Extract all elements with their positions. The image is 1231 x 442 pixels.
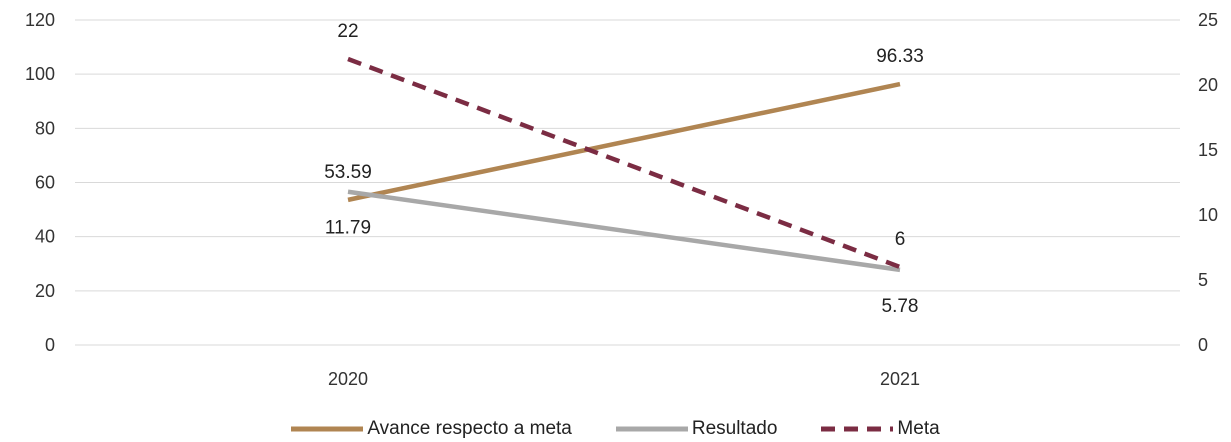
series-lines bbox=[347, 56, 901, 273]
line-chart: 0 20 40 60 80 100 120 0 5 10 15 20 25 2020 2021 53.5… bbox=[25, 10, 1218, 389]
legend-label: Meta bbox=[897, 418, 940, 439]
left-tick-label: 100 bbox=[25, 64, 55, 84]
series-line-avance-respecto-a-meta bbox=[347, 81, 901, 203]
legend-swatch bbox=[821, 426, 894, 432]
right-tick-label: 20 bbox=[1198, 75, 1218, 95]
series-line-resultado bbox=[347, 189, 901, 273]
right-tick-label: 10 bbox=[1198, 205, 1218, 225]
right-tick-label: 15 bbox=[1198, 140, 1218, 160]
x-axis-ticks: 2020 2021 bbox=[328, 369, 920, 389]
legend-item: Resultado bbox=[615, 418, 778, 440]
left-tick-label: 60 bbox=[35, 173, 55, 193]
legend-swatch bbox=[291, 426, 364, 432]
right-tick-label: 0 bbox=[1198, 335, 1208, 355]
data-label: 11.79 bbox=[325, 218, 371, 239]
right-axis-ticks: 0 5 10 15 20 25 bbox=[1198, 10, 1218, 355]
data-label: 96.33 bbox=[876, 46, 924, 67]
left-tick-label: 80 bbox=[35, 118, 55, 138]
legend: Avance respecto a meta Resultado Meta bbox=[0, 416, 1231, 442]
left-tick-label: 40 bbox=[35, 227, 55, 247]
left-tick-label: 120 bbox=[25, 10, 55, 30]
data-label: 5.78 bbox=[882, 296, 919, 317]
right-tick-label: 5 bbox=[1198, 270, 1208, 290]
data-label: 53.59 bbox=[324, 162, 372, 183]
gridlines bbox=[75, 19, 1180, 346]
legend-label: Resultado bbox=[691, 418, 778, 439]
left-tick-label: 0 bbox=[45, 335, 55, 355]
legend-label: Avance respecto a meta bbox=[367, 418, 572, 439]
x-tick-label: 2020 bbox=[328, 369, 368, 389]
right-tick-label: 25 bbox=[1198, 10, 1218, 30]
data-label: 6 bbox=[895, 229, 906, 250]
left-tick-label: 20 bbox=[35, 281, 55, 301]
x-tick-label: 2021 bbox=[880, 369, 920, 389]
legend-item: Avance respecto a meta bbox=[291, 418, 572, 440]
legend-item: Meta bbox=[821, 418, 940, 440]
data-label: 22 bbox=[337, 21, 358, 42]
data-labels: 53.59 96.33 11.79 5.78 22 6 bbox=[324, 21, 924, 317]
left-axis-ticks: 0 20 40 60 80 100 120 bbox=[25, 10, 55, 355]
series-line-meta bbox=[347, 56, 901, 270]
legend-swatch bbox=[615, 426, 688, 432]
